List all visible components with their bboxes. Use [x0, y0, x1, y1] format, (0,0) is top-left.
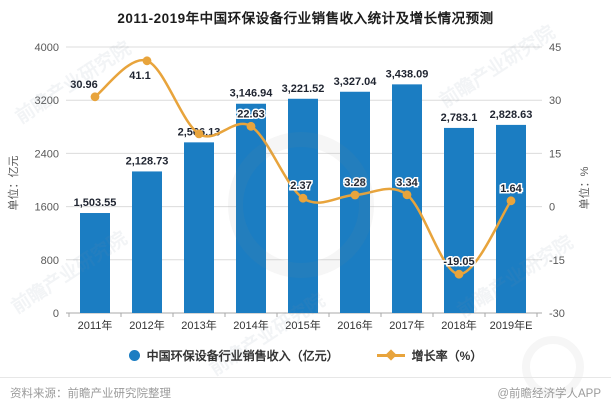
right-axis-tick: 45 [549, 42, 561, 54]
left-axis-tick: 2400 [35, 148, 59, 160]
x-axis-label: 2016年 [337, 318, 372, 332]
x-axis-label: 2014年 [233, 318, 268, 332]
source-text: 资料来源：前瞻产业研究院整理 [10, 387, 171, 400]
x-axis-label: 2019年E [490, 318, 533, 332]
growth-value-label: 41.1 [129, 70, 150, 82]
combo-chart: 4000 45 3200 30 2400 15 1600 0 800 -15 0 -30 单位：亿元 单位… [6, 42, 591, 332]
growth-value-label: -19.05 [443, 256, 474, 268]
bar-value-label: 3,146.94 [230, 88, 274, 100]
growth-value-label: 1.64 [500, 183, 522, 195]
left-axis-title: 单位：亿元 [6, 156, 20, 211]
right-axis-tick: -15 [549, 255, 565, 267]
left-axis-tick: 3200 [35, 95, 59, 107]
x-axis-label: 2011年 [78, 318, 113, 332]
chart-footer: 资料来源：前瞻产业研究院整理 @前瞻经济学人APP [0, 377, 611, 407]
bar-2012年 [132, 171, 162, 313]
bar-value-label: 2,828.63 [490, 109, 533, 121]
left-axis-tick: 0 [53, 308, 59, 320]
growth-value-label: 3.34 [396, 177, 418, 189]
revenue-circle-marker-icon [128, 349, 140, 361]
legend-item-revenue: 中国环保设备行业销售收入（亿元） [128, 347, 339, 364]
growth-value-label: 3.28 [344, 177, 365, 189]
left-axis-tick: 800 [41, 255, 59, 267]
growth-marker [454, 269, 464, 279]
growth-marker [194, 129, 204, 139]
growth-marker [298, 193, 308, 203]
left-axis-tick: 1600 [35, 202, 59, 214]
bar-2013年 [184, 142, 214, 313]
bar-2018年 [444, 127, 474, 313]
growth-marker [402, 190, 412, 200]
growth-value-label: 2.37 [290, 180, 311, 192]
right-axis-tick: 0 [549, 202, 555, 214]
growth-diamond-marker-icon [376, 349, 405, 361]
chart-title: 2011-2019年中国环保设备行业销售收入统计及增长情况预测 [117, 11, 494, 26]
bar-2016年 [340, 91, 370, 314]
chart-legend: 中国环保设备行业销售收入（亿元） 增长率（%） [0, 344, 611, 366]
growth-marker [246, 121, 256, 131]
right-axis-tick: 15 [549, 148, 561, 160]
bar-value-label: 3,327.04 [334, 76, 378, 88]
legend-label-growth: 增长率（%） [411, 348, 483, 363]
legend-label-revenue: 中国环保设备行业销售收入（亿元） [146, 348, 339, 363]
credit-text: @前瞻经济学人APP [497, 387, 601, 400]
right-axis-tick: 30 [549, 95, 561, 107]
growth-value-label: 22.63 [237, 108, 265, 120]
legend-item-growth: 增长率（%） [376, 347, 483, 364]
bar-value-label: 2,128.73 [126, 155, 169, 167]
growth-marker [350, 190, 360, 200]
bar-value-label: 3,438.09 [386, 68, 429, 80]
x-axis-label: 2015年 [285, 318, 320, 332]
bar-2011年 [80, 213, 110, 313]
x-axis-label: 2013年 [181, 318, 216, 332]
x-axis-label: 2017年 [389, 318, 424, 332]
bar-value-label: 2,783.1 [441, 112, 478, 124]
growth-marker [90, 92, 100, 102]
right-axis-title: 单位：% [577, 166, 591, 209]
bar-2015年 [288, 98, 318, 313]
growth-value-label: 30.96 [70, 79, 98, 91]
bar-value-label: 1,503.55 [74, 197, 117, 209]
right-axis-tick: -30 [549, 308, 565, 320]
growth-marker [142, 56, 152, 66]
left-axis-tick: 4000 [35, 42, 59, 54]
growth-marker [506, 196, 516, 206]
bar-value-label: 3,221.52 [282, 83, 325, 95]
x-axis-label: 2012年 [129, 318, 164, 332]
bar-2014年 [236, 103, 266, 314]
x-axis-label: 2018年 [441, 318, 476, 332]
